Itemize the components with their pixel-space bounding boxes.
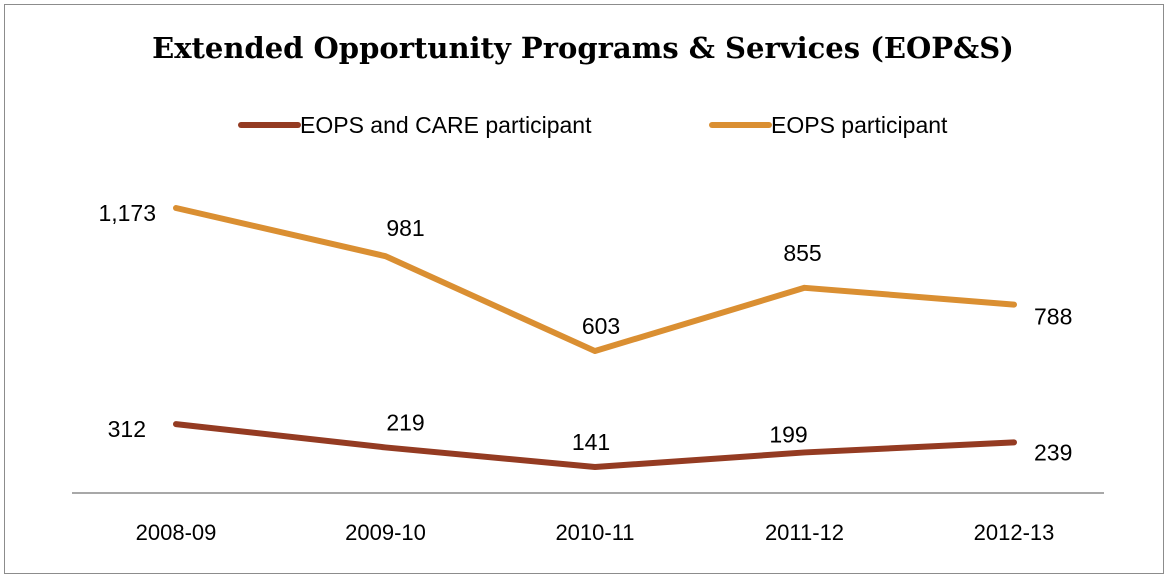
plot-area: 312 219 141 199 239 1,173 981 603 855 788 — [98, 200, 1072, 470]
data-label: 239 — [1034, 439, 1072, 465]
data-label: 1,173 — [98, 200, 156, 226]
data-label: 855 — [783, 240, 821, 266]
legend: EOPS and CARE participant EOPS participa… — [238, 112, 948, 138]
x-tick-label: 2011-12 — [765, 520, 844, 545]
x-tick-label: 2010-11 — [555, 520, 634, 545]
data-label: 312 — [108, 416, 146, 442]
x-axis-ticks: 2008-09 2009-10 2010-11 2011-12 2012-13 — [136, 520, 1055, 545]
x-tick-label: 2009-10 — [345, 520, 426, 545]
chart-title: Extended Opportunity Programs & Services… — [152, 31, 1014, 65]
data-label: 603 — [582, 313, 620, 339]
legend-item-eops-care: EOPS and CARE participant — [238, 112, 592, 138]
legend-label-eops: EOPS participant — [771, 112, 948, 138]
data-label: 141 — [572, 429, 610, 455]
legend-label-eops-care: EOPS and CARE participant — [300, 112, 592, 138]
chart-frame — [4, 4, 1164, 574]
series-line-eops-care — [173, 421, 1017, 470]
x-tick-label: 2008-09 — [136, 520, 217, 545]
data-label: 981 — [386, 215, 424, 241]
series-line-eops — [173, 205, 1017, 355]
legend-item-eops: EOPS participant — [709, 112, 948, 138]
data-label: 199 — [769, 421, 807, 447]
x-tick-label: 2012-13 — [974, 520, 1055, 545]
data-label: 219 — [386, 409, 424, 435]
data-label: 788 — [1034, 304, 1072, 330]
